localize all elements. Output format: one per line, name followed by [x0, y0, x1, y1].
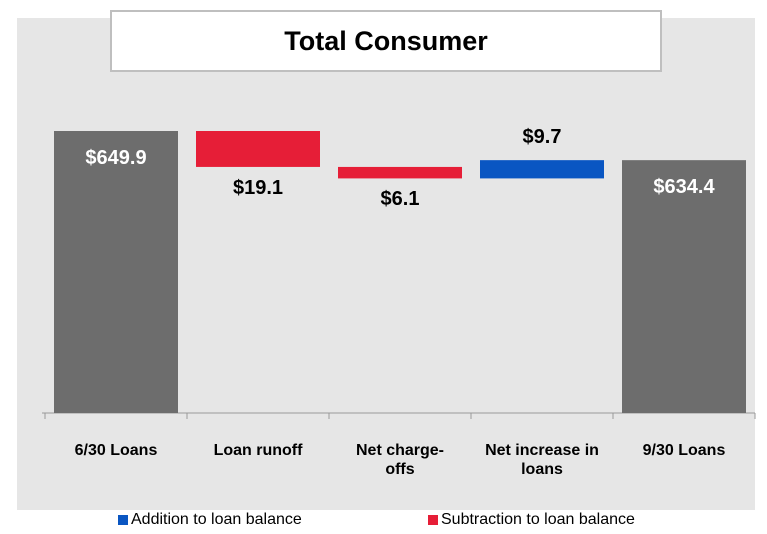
legend-swatch	[118, 515, 128, 525]
legend-label: Subtraction to loan balance	[441, 511, 635, 528]
legend-item: Subtraction to loan balance	[428, 511, 635, 529]
x-tick-label: Net charge-offs	[355, 442, 445, 478]
data-label: $6.1	[380, 188, 420, 211]
legend-swatch	[428, 515, 438, 525]
bar	[338, 166, 462, 179]
legend-label: Addition to loan balance	[131, 511, 302, 528]
bar	[196, 131, 320, 167]
data-label: $19.1	[232, 176, 284, 199]
x-tick-label: Loan runoff	[213, 442, 303, 459]
x-tick-label: 6/30 Loans	[74, 442, 158, 459]
data-label: $9.7	[522, 126, 562, 149]
legend-item: Addition to loan balance	[118, 511, 302, 529]
x-tick-label: Net increase in loans	[485, 442, 599, 478]
x-tick-label: 9/30 Loans	[642, 442, 726, 459]
data-label: $649.9	[85, 147, 147, 169]
data-label: $634.4	[653, 176, 715, 199]
bar	[622, 160, 746, 413]
chart-title: Total Consumer	[110, 10, 662, 72]
bar	[54, 131, 178, 414]
bar	[480, 160, 604, 179]
